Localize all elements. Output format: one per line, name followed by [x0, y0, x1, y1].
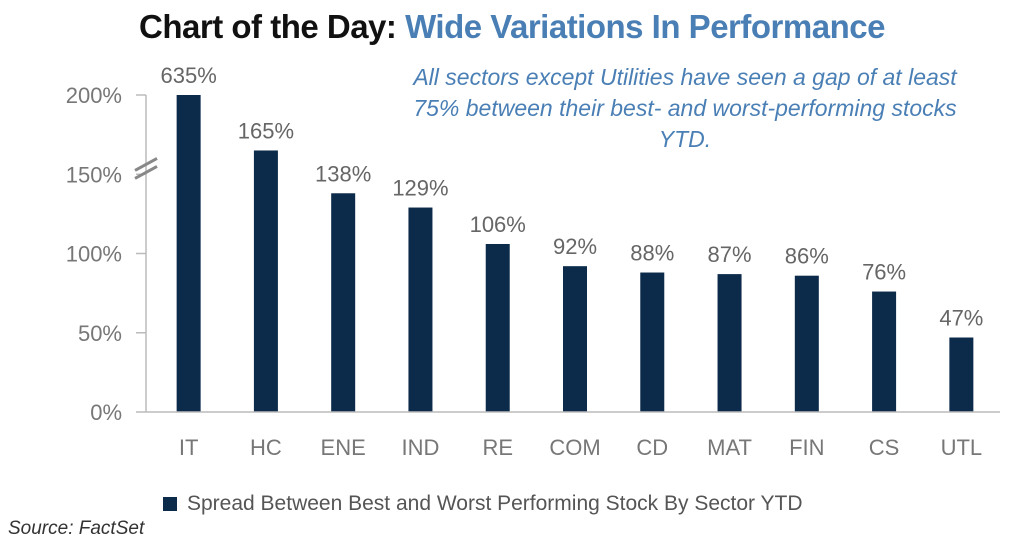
- x-tick-label: HC: [250, 435, 282, 460]
- source-note: Source: FactSet: [8, 518, 145, 539]
- axis-break-mark: [134, 157, 158, 180]
- data-label: 88%: [630, 241, 674, 266]
- data-label: 76%: [862, 260, 906, 285]
- data-label: 87%: [708, 242, 752, 267]
- bar-it: [176, 95, 201, 412]
- y-tick-label: 50%: [78, 321, 122, 346]
- x-tick-label: CD: [636, 435, 668, 460]
- bar-mat: [717, 274, 742, 412]
- data-label: 106%: [470, 212, 526, 237]
- x-tick-label: CS: [869, 435, 900, 460]
- bar-cd: [640, 272, 665, 412]
- data-label: 165%: [238, 118, 294, 143]
- title-highlight: Wide Variations In Performance: [405, 8, 885, 45]
- x-tick-label: ENE: [321, 435, 366, 460]
- bar-hc: [253, 150, 278, 412]
- x-tick-label: UTL: [941, 435, 983, 460]
- y-tick-label: 100%: [66, 242, 122, 267]
- data-label: 635%: [160, 63, 216, 88]
- bar-ene: [331, 193, 356, 412]
- axis-break-line: [134, 157, 158, 172]
- y-tick-label: 150%: [66, 162, 122, 187]
- axis-break-line: [134, 165, 158, 180]
- chart-annotation: All sectors except Utilities have seen a…: [413, 64, 957, 152]
- x-tick-label: COM: [549, 435, 600, 460]
- chart-title: Chart of the Day: Wide Variations In Per…: [0, 8, 1024, 46]
- x-axis: IT HC ENE IND RE COM CD MAT FIN CS UTL: [146, 411, 1000, 460]
- bar-re: [485, 243, 510, 412]
- data-label: 138%: [315, 161, 371, 186]
- bar-com: [563, 266, 587, 412]
- y-axis: 0% 50% 100% 150% 200%: [66, 83, 158, 425]
- bar-utl: [949, 337, 974, 412]
- data-label: 47%: [939, 306, 983, 331]
- data-label: 86%: [785, 244, 829, 269]
- bars-group: 635% 165% 138% 129% 106% 92% 88% 87% 86% 76% 47%: [160, 63, 983, 412]
- y-tick-label: 0%: [90, 400, 122, 425]
- bar-fin: [794, 275, 819, 412]
- data-label: 129%: [392, 176, 448, 201]
- legend-label: Spread Between Best and Worst Performing…: [187, 492, 803, 515]
- bar-cs: [872, 291, 897, 412]
- data-label: 92%: [553, 234, 597, 259]
- legend-swatch: [163, 497, 177, 511]
- x-tick-label: IT: [179, 435, 199, 460]
- y-tick-label: 200%: [66, 83, 122, 108]
- x-tick-label: MAT: [707, 435, 752, 460]
- x-tick-label: RE: [482, 435, 513, 460]
- title-prefix: Chart of the Day:: [139, 8, 397, 45]
- bar-ind: [408, 207, 433, 412]
- legend: Spread Between Best and Worst Performing…: [163, 492, 803, 516]
- x-tick-label: FIN: [789, 435, 824, 460]
- x-tick-label: IND: [402, 435, 440, 460]
